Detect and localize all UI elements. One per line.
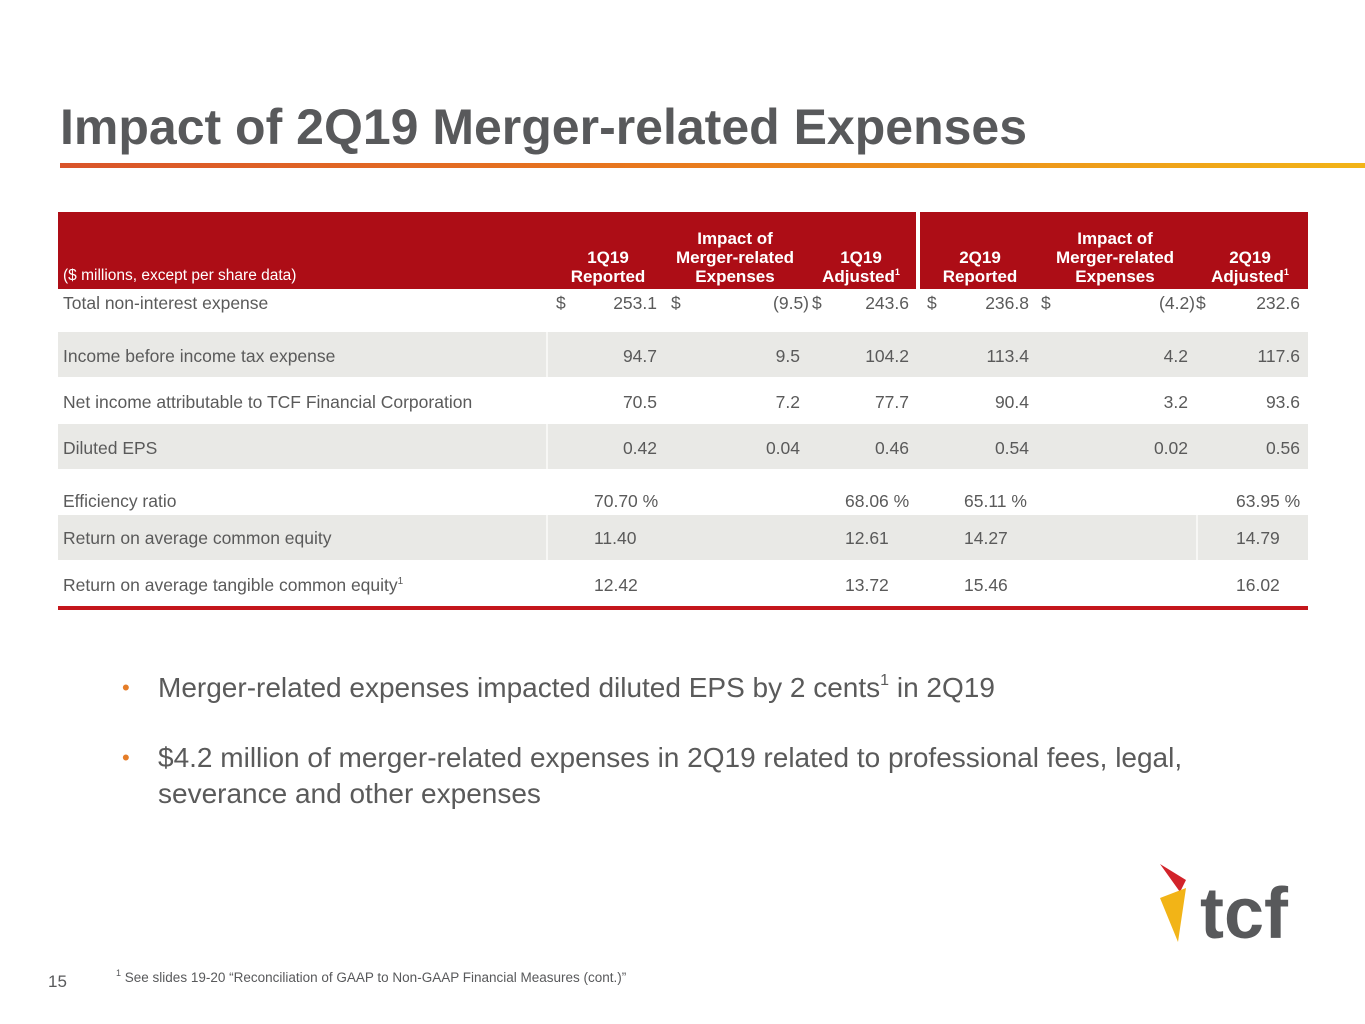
table-row: Return on average tangible common equity… xyxy=(58,562,1308,606)
row-divider xyxy=(1196,515,1198,560)
bullet-glyph: • xyxy=(122,675,130,700)
financial-table: ($ millions, except per share data) 1Q19… xyxy=(58,212,1308,610)
table-row: Diluted EPS 0.42 0.04 0.46 0.54 0.02 0.5… xyxy=(58,424,1308,469)
header-separator xyxy=(916,212,920,289)
col-header-1q19-adjusted: 1Q19 Adjusted1 xyxy=(822,248,900,286)
value-2q19-impact: 4.2 xyxy=(1163,346,1188,366)
row-divider xyxy=(546,515,548,560)
page-number: 15 xyxy=(48,972,67,991)
col-header-2q19-adjusted: 2Q19 Adjusted1 xyxy=(1211,248,1289,286)
value-1q19-impact: 7.2 xyxy=(775,392,800,412)
logo-yellow-flag xyxy=(1160,888,1186,942)
value-2q19-reported: 113.4 xyxy=(986,346,1030,366)
bullet-glyph: • xyxy=(122,745,130,770)
value-2q19-adjusted: 16.02 xyxy=(1236,575,1280,595)
value-2q19-reported: 14.27 xyxy=(964,528,1008,548)
row-label: Efficiency ratio xyxy=(63,491,177,511)
value-2q19-impact: (4.2) xyxy=(1159,293,1195,313)
table-bottom-rule xyxy=(58,606,1308,610)
value-1q19-adjusted: 77.7 xyxy=(874,392,909,412)
row-label: Total non-interest expense xyxy=(63,293,269,313)
value-2q19-impact: 3.2 xyxy=(1163,392,1188,412)
row-divider xyxy=(546,332,548,377)
dollar-sign: $ xyxy=(1196,293,1206,313)
logo-red-flag xyxy=(1160,864,1186,892)
footnote: 1 See slides 19-20 “Reconciliation of GA… xyxy=(116,968,627,986)
value-1q19-reported: 70.70 % xyxy=(594,491,659,511)
value-1q19-adjusted: 243.6 xyxy=(865,293,909,313)
table-row: Net income attributable to TCF Financial… xyxy=(58,377,1308,423)
value-2q19-adjusted: 0.56 xyxy=(1265,438,1300,458)
table-row: Return on average common equity 11.40 12… xyxy=(58,515,1308,560)
bullet-item: • Merger-related expenses impacted dilut… xyxy=(122,670,1242,706)
bullet-item: • $4.2 million of merger-related expense… xyxy=(122,742,1183,809)
col-header-2q19-impact: Impact of Merger-related Expenses xyxy=(1055,229,1175,286)
value-1q19-reported: 70.5 xyxy=(622,392,657,412)
value-1q19-reported: 94.7 xyxy=(622,346,657,366)
dollar-sign: $ xyxy=(1041,293,1051,313)
tcf-logo: tcf xyxy=(1160,864,1289,948)
table-row: Income before income tax expense 94.7 9.… xyxy=(58,332,1308,377)
col-header-1q19-reported: 1Q19 Reported xyxy=(570,248,646,286)
value-1q19-adjusted: 104.2 xyxy=(865,346,909,366)
units-note: ($ millions, except per share data) xyxy=(63,267,297,284)
value-1q19-impact: (9.5) xyxy=(773,293,809,313)
row-label: Net income attributable to TCF Financial… xyxy=(63,392,473,412)
value-1q19-reported: 253.1 xyxy=(613,293,657,313)
dollar-sign: $ xyxy=(671,293,681,313)
col-header-2q19-reported: 2Q19 Reported xyxy=(942,248,1018,286)
row-label: Return on average common equity xyxy=(63,528,332,548)
logo-wordmark: tcf xyxy=(1200,874,1289,948)
value-2q19-impact: 0.02 xyxy=(1153,438,1188,458)
bullet-list: • Merger-related expenses impacted dilut… xyxy=(122,670,1242,846)
table-row: Total non-interest expense $ 253.1 $ (9.… xyxy=(58,289,1308,319)
value-2q19-adjusted: 93.6 xyxy=(1265,392,1300,412)
col-header-1q19-impact: Impact of Merger-related Expenses xyxy=(675,229,795,286)
value-2q19-adjusted: 14.79 xyxy=(1236,528,1280,548)
value-1q19-impact: 9.5 xyxy=(775,346,800,366)
value-1q19-adjusted: 13.72 xyxy=(845,575,889,595)
value-1q19-impact: 0.04 xyxy=(765,438,800,458)
page-title: Impact of 2Q19 Merger-related Expenses xyxy=(60,99,1028,155)
dollar-sign: $ xyxy=(556,293,566,313)
dollar-sign: $ xyxy=(927,293,937,313)
row-label: Return on average tangible common equity… xyxy=(63,575,404,595)
row-divider xyxy=(546,424,548,469)
dollar-sign: $ xyxy=(812,293,822,313)
value-2q19-reported: 90.4 xyxy=(994,392,1029,412)
row-label: Income before income tax expense xyxy=(63,346,336,366)
title-underline xyxy=(60,163,1365,168)
value-2q19-adjusted: 117.6 xyxy=(1257,346,1301,366)
value-2q19-reported: 15.46 xyxy=(964,575,1008,595)
value-2q19-reported: 0.54 xyxy=(994,438,1029,458)
value-1q19-reported: 0.42 xyxy=(622,438,657,458)
value-2q19-reported: 65.11 % xyxy=(964,491,1027,511)
table-row: Efficiency ratio 70.70 % 68.06 % 65.11 %… xyxy=(58,484,1308,514)
table-header: ($ millions, except per share data) 1Q19… xyxy=(58,212,1308,289)
row-label: Diluted EPS xyxy=(63,438,158,458)
value-1q19-adjusted: 12.61 xyxy=(845,528,889,548)
value-1q19-adjusted: 0.46 xyxy=(874,438,909,458)
value-1q19-reported: 11.40 xyxy=(594,528,637,548)
value-1q19-reported: 12.42 xyxy=(594,575,638,595)
value-2q19-adjusted: 63.95 % xyxy=(1236,491,1301,511)
value-2q19-reported: 236.8 xyxy=(985,293,1029,313)
value-2q19-adjusted: 232.6 xyxy=(1256,293,1300,313)
value-1q19-adjusted: 68.06 % xyxy=(845,491,910,511)
